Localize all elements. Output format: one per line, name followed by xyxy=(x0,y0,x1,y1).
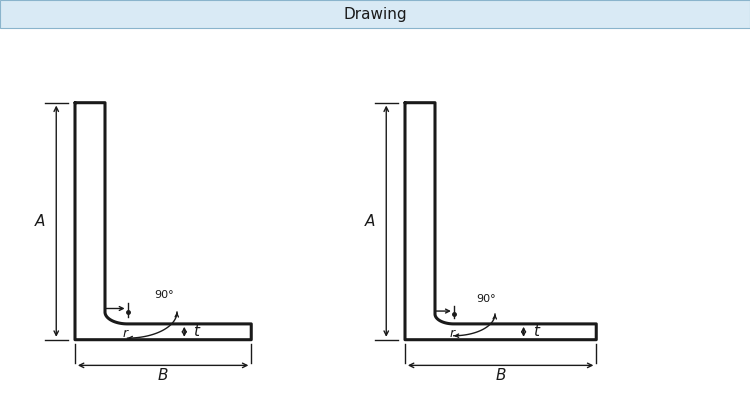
Text: Drawing: Drawing xyxy=(344,7,406,22)
Text: B: B xyxy=(158,368,168,383)
Text: A: A xyxy=(34,214,45,229)
Polygon shape xyxy=(405,103,596,340)
Text: r: r xyxy=(449,327,454,340)
Text: 90°: 90° xyxy=(476,293,496,303)
Text: t: t xyxy=(532,324,538,339)
Text: A: A xyxy=(364,214,375,229)
Text: 90°: 90° xyxy=(154,290,174,300)
Bar xyxy=(0,0,750,28)
Text: B: B xyxy=(495,368,506,383)
Text: r: r xyxy=(123,327,128,340)
Polygon shape xyxy=(75,103,251,340)
Text: t: t xyxy=(194,324,200,339)
